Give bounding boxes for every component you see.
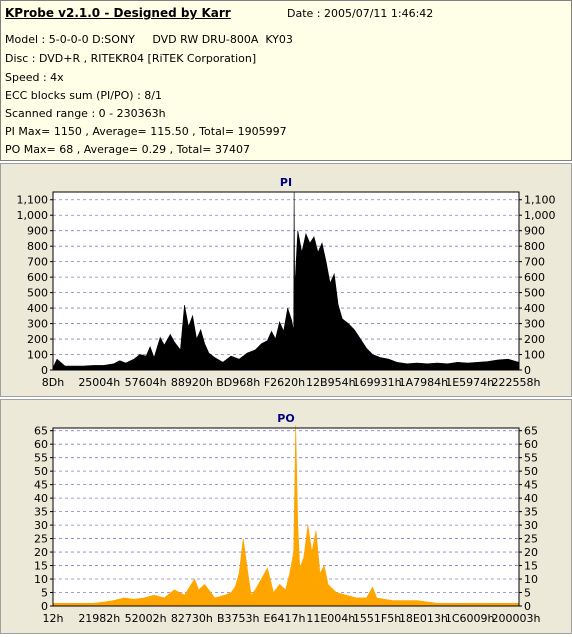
po-ytick-label-right: 55 — [524, 452, 538, 465]
pi-ytick-label-right: 1,100 — [524, 194, 556, 207]
speed-line: Speed : 4x — [5, 71, 64, 84]
pi-ytick-label: 400 — [27, 302, 48, 315]
pi-ytick-label: 800 — [27, 240, 48, 253]
pi-xtick-label: 8Dh — [42, 376, 64, 389]
po-chart-title: PO — [277, 412, 294, 425]
pi-chart-panel: PI 0 0 100 100 200 200 300 300 400 400 500 500 600 60… — [0, 163, 572, 397]
pi-chart: PI 0 0 100 100 200 200 300 300 400 400 500 500 600 60… — [17, 176, 556, 389]
pi-xtick-label: 1E5974h — [445, 376, 494, 389]
po-ytick-label: 40 — [34, 492, 48, 505]
po-ytick-label-right: 50 — [524, 465, 538, 478]
po-ytick-label-right: 35 — [524, 506, 538, 519]
scan-date: Date : 2005/07/11 1:46:42 — [287, 7, 434, 20]
po-xtick-label: 200003h — [492, 612, 541, 625]
pi-xtick-label: 222558h — [492, 376, 541, 389]
po-ytick-label-right: 30 — [524, 519, 538, 532]
po-ytick-label: 65 — [34, 425, 48, 438]
pi-plot-frame — [52, 191, 520, 371]
po-ytick-label: 5 — [41, 587, 48, 600]
po-xtick-label: 1551F5h — [353, 612, 401, 625]
pi-xtick-label: 169931h — [353, 376, 402, 389]
pi-ytick-label: 100 — [27, 349, 48, 362]
po-ytick-label-right: 60 — [524, 438, 538, 451]
pi-xtick-label: 12B954h — [306, 376, 356, 389]
app-title: KProbe v2.1.0 - Designed by Karr — [5, 6, 231, 20]
pi-ytick-label: 1,100 — [17, 194, 49, 207]
pi-xtick-label: 25004h — [78, 376, 120, 389]
pi-ytick-label-right: 400 — [524, 302, 545, 315]
po-xtick-label: 1C6009h — [445, 612, 495, 625]
po-ytick-label: 35 — [34, 506, 48, 519]
po-ytick-label-right: 65 — [524, 425, 538, 438]
po-stats-line: PO Max= 68 , Average= 0.29 , Total= 3740… — [5, 143, 250, 156]
pi-ytick-label-right: 700 — [524, 256, 545, 269]
disc-line: Disc : DVD+R , RITEKR04 [RiTEK Corporati… — [5, 52, 257, 65]
po-ytick-label: 0 — [41, 600, 48, 613]
po-xtick-label: 82730h — [171, 612, 213, 625]
pi-ytick-label-right: 500 — [524, 287, 545, 300]
pi-ytick-label-right: 200 — [524, 333, 545, 346]
po-plot-area — [52, 427, 520, 607]
po-ytick-label-right: 25 — [524, 533, 538, 546]
po-ytick-label-right: 5 — [524, 587, 531, 600]
po-ytick-label: 20 — [34, 546, 48, 559]
po-ytick-label: 30 — [34, 519, 48, 532]
pi-stats-line: PI Max= 1150 , Average= 115.50 , Total= … — [5, 125, 287, 138]
po-chart-panel: PO 0 0 5 5 10 10 15 15 20 20 25 25 30 30 35 35 40 40 45 45 5… — [0, 399, 572, 634]
pi-ytick-label: 500 — [27, 287, 48, 300]
po-ytick-label-right: 15 — [524, 560, 538, 573]
pi-ytick-label: 700 — [27, 256, 48, 269]
po-ytick-label-right: 40 — [524, 492, 538, 505]
po-ytick-label: 10 — [34, 573, 48, 586]
pi-xtick-label: 57604h — [125, 376, 167, 389]
po-ytick-label: 45 — [34, 479, 48, 492]
pi-ytick-label: 900 — [27, 225, 48, 238]
po-xtick-label: 12h — [43, 612, 64, 625]
pi-xtick-label: F2620h — [264, 376, 305, 389]
po-xtick-label: B3753h — [217, 612, 260, 625]
po-xtick-label: 18E013h — [399, 612, 448, 625]
pi-xtick-label: BD968h — [216, 376, 260, 389]
pi-xtick-label: 1A7984h — [399, 376, 449, 389]
po-ytick-label-right: 10 — [524, 573, 538, 586]
pi-ytick-label-right: 900 — [524, 225, 545, 238]
po-xtick-label: 21982h — [78, 612, 120, 625]
pi-chart-title: PI — [280, 176, 292, 189]
po-plot-frame — [52, 427, 520, 607]
po-ytick-label: 50 — [34, 465, 48, 478]
pi-ytick-label: 600 — [27, 271, 48, 284]
pi-ytick-label-right: 0 — [524, 364, 531, 377]
po-ytick-label: 15 — [34, 560, 48, 573]
po-xtick-label: 52002h — [125, 612, 167, 625]
range-line: Scanned range : 0 - 230363h — [5, 107, 166, 120]
info-panel: KProbe v2.1.0 - Designed by Karr Date : … — [0, 0, 572, 161]
pi-ytick-label-right: 100 — [524, 349, 545, 362]
pi-ytick-label-right: 300 — [524, 318, 545, 331]
pi-ytick-label: 200 — [27, 333, 48, 346]
po-series-area — [52, 425, 520, 607]
pi-ytick-label-right: 800 — [524, 240, 545, 253]
pi-xtick-label: 88920h — [171, 376, 213, 389]
po-ytick-label-right: 0 — [524, 600, 531, 613]
po-ytick-label-right: 20 — [524, 546, 538, 559]
pi-ytick-label: 1,000 — [17, 209, 49, 222]
po-ytick-label: 25 — [34, 533, 48, 546]
pi-ytick-label: 0 — [41, 364, 48, 377]
pi-series-area — [52, 191, 520, 371]
ecc-line: ECC blocks sum (PI/PO) : 8/1 — [5, 89, 162, 102]
po-ytick-label-right: 45 — [524, 479, 538, 492]
pi-ytick-label: 300 — [27, 318, 48, 331]
po-xtick-label: 11E004h — [306, 612, 355, 625]
po-ytick-label: 60 — [34, 438, 48, 451]
pi-ytick-label-right: 1,000 — [524, 209, 556, 222]
model-line: Model : 5-0-0-0 D:SONY DVD RW DRU-800A K… — [5, 33, 293, 46]
pi-ytick-label-right: 600 — [524, 271, 545, 284]
po-xtick-label: E6417h — [264, 612, 306, 625]
po-ytick-label: 55 — [34, 452, 48, 465]
